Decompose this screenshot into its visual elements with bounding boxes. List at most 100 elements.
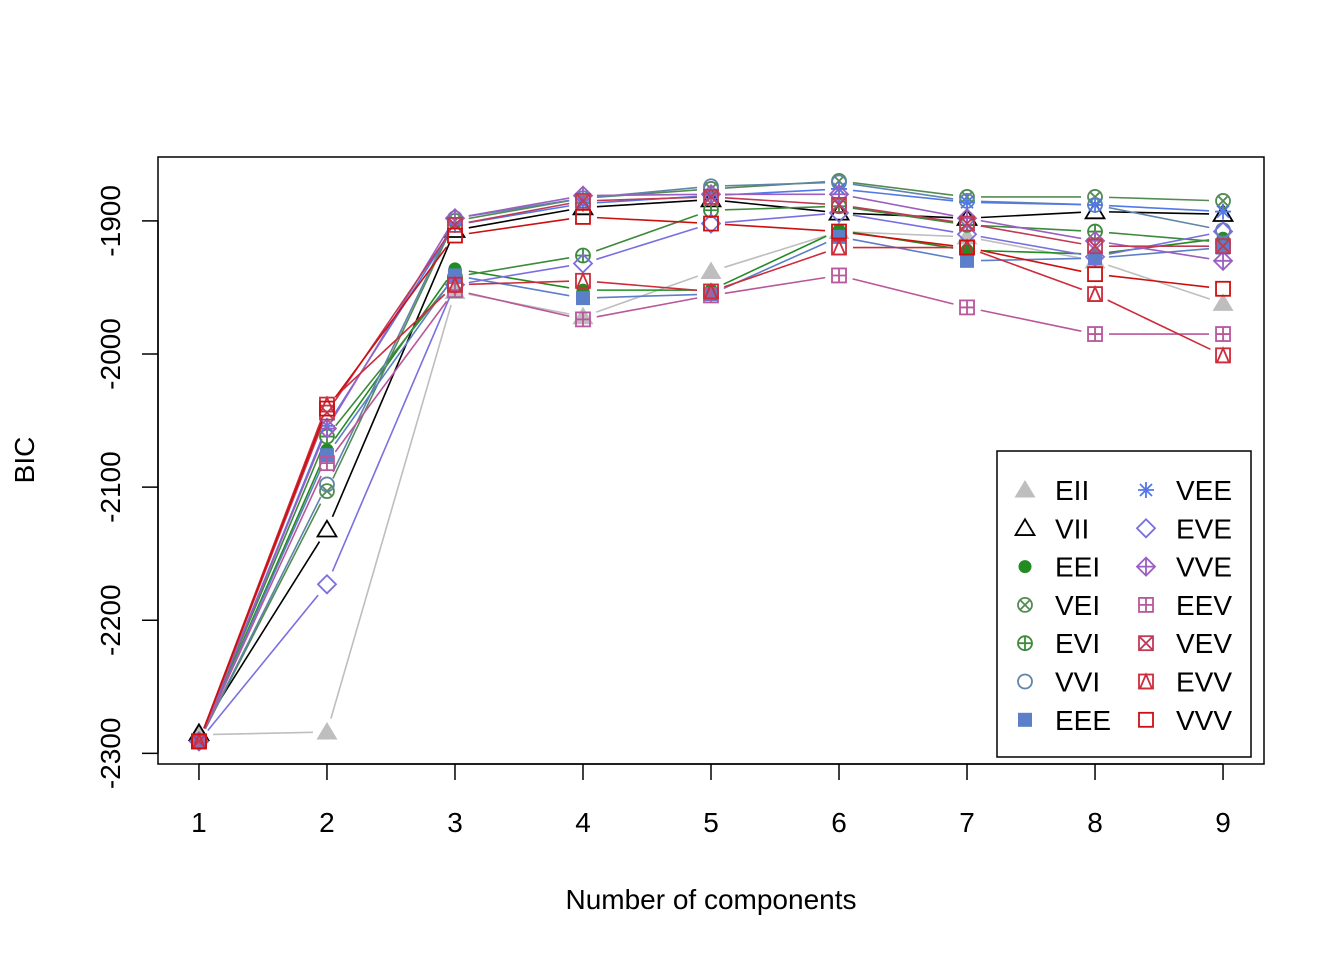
series-evv — [191, 238, 1231, 750]
series-segment-eve — [724, 213, 826, 224]
legend-label: EVV — [1176, 667, 1232, 698]
series-vvv — [191, 209, 1231, 750]
x-tick-label: 8 — [1087, 807, 1103, 838]
legend-label: VVV — [1176, 705, 1232, 736]
series-vev — [191, 189, 1231, 750]
point-eii — [316, 722, 338, 740]
legend-label: VEV — [1176, 628, 1232, 659]
legend-item-eii: EII — [1014, 475, 1089, 506]
x-tick-label: 6 — [831, 807, 847, 838]
series-segment-eve — [1108, 233, 1210, 255]
y-tick-label: -1900 — [95, 185, 126, 257]
x-tick-label: 9 — [1215, 807, 1231, 838]
series-segment-eii — [212, 731, 313, 736]
legend-label: EEE — [1055, 705, 1111, 736]
y-axis: -2300 -2200 -2100 -2000 -1900 — [95, 185, 159, 790]
point-eev — [1215, 326, 1231, 342]
point-vev — [959, 215, 975, 232]
series-segment-vev — [468, 202, 570, 224]
legend-item-eev: EEV — [1138, 590, 1232, 621]
y-tick-label: -2300 — [95, 718, 126, 790]
series-segment-evi — [980, 224, 1082, 232]
series-segment-eii — [330, 304, 452, 719]
legend-item-eee: EEE — [1018, 705, 1111, 736]
y-tick-label: -2100 — [95, 451, 126, 523]
series-segment-eev — [980, 309, 1082, 332]
series-segment-evv — [723, 251, 827, 288]
series-segment-eei — [980, 249, 1082, 255]
point-vee — [1215, 203, 1232, 220]
series-segment-eee — [980, 257, 1082, 262]
legend-marker-vvv — [1138, 711, 1154, 728]
series-segment-vee — [980, 201, 1082, 206]
series-segment-vei — [852, 181, 954, 196]
series-segment-vvv — [468, 218, 570, 235]
series-segment-vev — [980, 225, 1082, 245]
legend-item-vii: VII — [1013, 513, 1089, 544]
point-vvv — [959, 239, 975, 256]
series-segment-eve — [980, 235, 1082, 256]
point-vev — [575, 193, 591, 209]
legend-marker-eii — [1014, 480, 1036, 498]
point-evv — [1215, 346, 1231, 364]
legend-label: VEI — [1055, 590, 1100, 621]
point-evv — [319, 395, 335, 413]
series-segment-eev — [334, 300, 448, 453]
legend-label: EEI — [1055, 552, 1100, 583]
series-segment-eii — [980, 238, 1082, 260]
point-eev — [1087, 326, 1103, 342]
series-segment-vvv — [852, 232, 954, 247]
legend-box — [996, 450, 1252, 758]
point-vvv — [447, 227, 463, 244]
point-vee — [959, 194, 976, 211]
point-vve — [828, 183, 850, 205]
series-segment-eev — [204, 475, 322, 729]
point-vee — [1087, 196, 1104, 213]
legend-label: EVI — [1055, 628, 1100, 659]
point-evv — [447, 275, 463, 293]
point-vvv — [703, 215, 719, 232]
point-eev — [575, 311, 591, 328]
legend-marker-eev — [1138, 597, 1154, 613]
series-segment-vvv — [334, 246, 448, 398]
point-vvv — [575, 209, 591, 225]
series-segment-vee — [1108, 204, 1210, 212]
point-vve — [1212, 250, 1234, 272]
x-tick-label: 4 — [575, 807, 591, 838]
series-segment-eei — [723, 235, 827, 285]
series-segment-eei — [334, 279, 448, 439]
legend-marker-vii — [1013, 517, 1037, 536]
series-segment-eev — [468, 292, 570, 318]
y-axis-label: BIC — [9, 437, 40, 484]
series-segment-eev — [724, 276, 826, 295]
series-segment-eee — [1108, 247, 1210, 258]
point-eee — [319, 448, 334, 463]
legend-item-vev: VEV — [1138, 628, 1232, 659]
series-layer — [187, 173, 1235, 752]
series-vve — [188, 183, 1234, 752]
series-segment-eee — [596, 293, 698, 299]
legend-item-vvv: VVV — [1138, 705, 1232, 736]
legend-label: VVI — [1055, 667, 1100, 698]
series-segment-eev — [596, 297, 698, 318]
series-segment-evi — [1108, 231, 1210, 242]
series-segment-vvi — [852, 183, 954, 200]
legend-item-evi: EVI — [1017, 628, 1100, 659]
series-segment-vev — [596, 196, 698, 202]
legend-item-eei: EEI — [1018, 552, 1100, 583]
series-segment-eii — [724, 234, 826, 269]
point-eii — [700, 261, 722, 279]
legend-label: EII — [1055, 475, 1089, 506]
legend-label: EEV — [1176, 590, 1232, 621]
series-segment-eve — [596, 226, 698, 261]
legend-item-vei: VEI — [1017, 590, 1100, 621]
series-segment-evv — [596, 281, 698, 292]
point-vii — [1211, 203, 1235, 222]
x-tick-label: 5 — [703, 807, 719, 838]
series-segment-eee — [334, 286, 448, 445]
x-tick-label: 1 — [191, 807, 207, 838]
legend-label: EVE — [1176, 513, 1232, 544]
series-segment-evv — [468, 280, 570, 286]
series-segment-vee — [852, 189, 954, 202]
point-vvv — [191, 733, 207, 750]
